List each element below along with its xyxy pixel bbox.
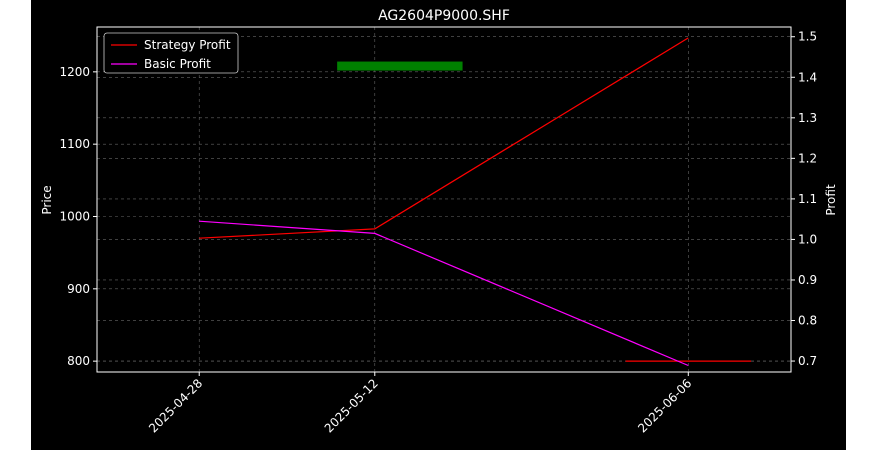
y-tick-label: 1200 — [59, 65, 90, 79]
y-tick-label: 900 — [67, 282, 90, 296]
markers — [337, 61, 751, 362]
y2-tick-label: 0.8 — [798, 314, 817, 328]
x-tick-label: 2025-06-06 — [635, 376, 694, 435]
y-axis: 800 900 1000 1100 1200 — [59, 65, 97, 368]
chart-title: AG2604P9000.SHF — [378, 8, 510, 24]
x-axis: 2025-04-28 2025-05-12 2025-06-06 — [146, 372, 694, 435]
series-group — [199, 37, 689, 367]
grid — [97, 27, 791, 372]
series-line — [199, 37, 689, 239]
y-tick-label: 800 — [67, 354, 90, 368]
marker-bar — [337, 61, 463, 71]
y2-tick-label: 1.4 — [798, 70, 817, 84]
y2-tick-label: 1.0 — [798, 232, 817, 246]
y2-tick-label: 1.2 — [798, 151, 817, 165]
y2-tick-label: 1.3 — [798, 111, 817, 125]
x-tick-label: 2025-04-28 — [146, 376, 205, 435]
chart-figure: AG2604P9000.SHF 800 900 1000 1100 1200 0.7 0.… — [31, 0, 846, 450]
y2-tick-label: 0.7 — [798, 354, 817, 368]
y-tick-label: 1000 — [59, 209, 90, 223]
y2-tick-label: 1.5 — [798, 30, 817, 44]
y2-tick-label: 1.1 — [798, 192, 817, 206]
y2-axis-label: Profit — [824, 184, 838, 216]
y2-tick-label: 0.9 — [798, 273, 817, 287]
y2-axis: 0.7 0.8 0.9 1.0 1.1 1.2 1.3 1.4 1.5 — [791, 30, 817, 368]
plot-frame — [96, 26, 792, 373]
legend-label: Basic Profit — [144, 57, 211, 71]
x-tick-label: 2025-05-12 — [322, 376, 381, 435]
series-line — [199, 220, 689, 367]
legend-box — [103, 32, 239, 74]
legend: Strategy Profit Basic Profit — [103, 32, 239, 74]
y-axis-label: Price — [40, 185, 54, 214]
legend-label: Strategy Profit — [144, 38, 231, 52]
y-tick-label: 1100 — [59, 137, 90, 151]
